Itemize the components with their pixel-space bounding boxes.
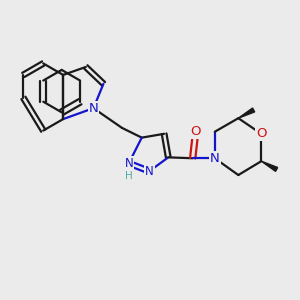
Text: O: O — [190, 125, 201, 138]
Polygon shape — [238, 108, 255, 118]
Text: N: N — [145, 165, 154, 178]
Text: O: O — [256, 127, 267, 140]
Text: N: N — [124, 157, 133, 170]
Text: N: N — [210, 152, 220, 165]
Polygon shape — [261, 161, 278, 171]
Text: N: N — [88, 102, 98, 115]
Text: H: H — [125, 171, 133, 181]
